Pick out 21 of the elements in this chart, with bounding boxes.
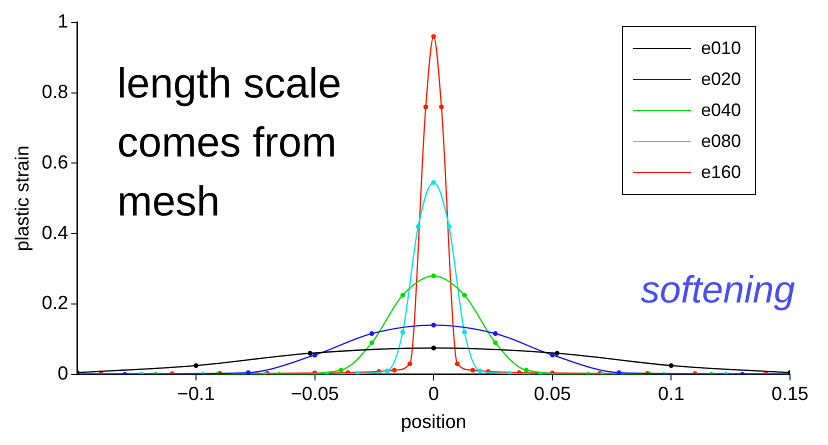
- legend-label: e160: [700, 162, 741, 183]
- annotation: length scale comes from mesh: [117, 59, 342, 224]
- y-tick-label: 1: [58, 12, 68, 33]
- x-axis-title: position: [400, 412, 466, 433]
- x-tick-label: 0.05: [534, 384, 571, 406]
- y-tick-label: 0: [58, 364, 68, 385]
- y-tick-label: 0.4: [42, 222, 69, 244]
- legend-label: e080: [700, 131, 741, 152]
- x-tick-label: 0: [428, 384, 439, 406]
- y-axis-title: plastic strain: [12, 146, 34, 252]
- x-tick-label: −0.05: [290, 384, 339, 406]
- x-tick-label: −0.1: [177, 384, 215, 406]
- x-tick-label: 0.15: [772, 384, 808, 406]
- y-tick-label: 0.2: [42, 293, 68, 314]
- y-tick-label: 0.6: [42, 152, 68, 174]
- legend-label: e020: [700, 69, 741, 90]
- annotation: softening: [640, 269, 795, 312]
- y-tick-label: 0.8: [42, 82, 68, 104]
- x-tick-label: 0.1: [658, 384, 684, 406]
- legend-label: e010: [700, 38, 741, 59]
- legend-label: e040: [700, 100, 741, 121]
